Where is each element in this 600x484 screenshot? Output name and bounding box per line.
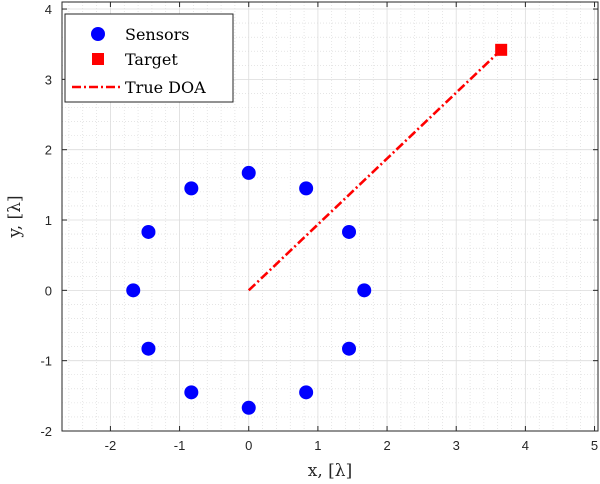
sensor-point [342, 224, 357, 239]
x-tick-label: 5 [591, 438, 598, 453]
sensor-point [126, 283, 141, 298]
y-tick-label: 3 [45, 72, 52, 87]
minor-grid [62, 2, 598, 431]
x-tick-label: 0 [245, 438, 252, 453]
sensor-point [184, 385, 199, 400]
legend: Sensors Target True DOA [64, 13, 234, 103]
x-tick-label: 3 [453, 438, 460, 453]
y-tick-label: 1 [45, 213, 52, 228]
sensor-point [141, 224, 156, 239]
target-point [495, 43, 508, 56]
sensor-point [141, 341, 156, 356]
y-tick-label: -1 [40, 354, 52, 369]
y-tick-label: -2 [40, 424, 52, 439]
sensor-point [241, 400, 256, 415]
x-tick-label: 2 [383, 438, 390, 453]
y-axis-label: y, [λ] [5, 195, 25, 238]
legend-target-marker [92, 53, 104, 65]
legend-target-label: Target [125, 50, 178, 69]
major-grid [62, 2, 598, 432]
y-tick-label: 4 [45, 2, 52, 17]
legend-sensors-label: Sensors [125, 25, 189, 44]
x-axis-label: x, [λ] [308, 461, 352, 481]
sensor-point [184, 181, 199, 196]
true-doa-line [247, 48, 503, 292]
axes-box [61, 1, 599, 432]
sensor-point [299, 181, 314, 196]
series-layer [126, 43, 508, 415]
legend-doa-label: True DOA [125, 78, 206, 97]
sensor-point [299, 385, 314, 400]
y-tick-label: 0 [45, 283, 52, 298]
sensor-point [342, 341, 357, 356]
x-tick-label: -1 [174, 438, 186, 453]
x-tick-label: 4 [522, 438, 529, 453]
tick-labels: -2 -1 0 1 2 3 4 5 -2 -1 0 1 2 3 4 [40, 2, 598, 453]
x-tick-label: 1 [314, 438, 321, 453]
sensor-point [241, 165, 256, 180]
x-tick-label: -2 [105, 438, 117, 453]
legend-sensors-marker [91, 27, 105, 41]
sensor-point [357, 283, 372, 298]
y-tick-label: 2 [45, 143, 52, 158]
